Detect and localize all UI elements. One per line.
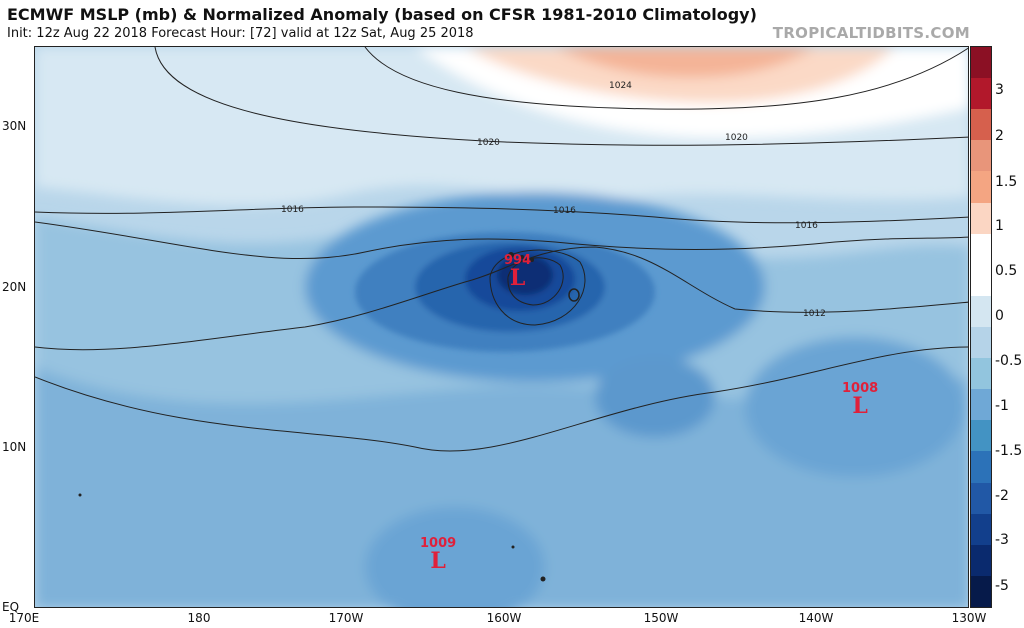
lon-label: 170W [328,611,364,625]
colorbar-tick-label: 1 [995,218,1004,234]
isobar-label: 1016 [553,206,576,216]
colorbar-tick-label: 0.5 [995,263,1018,279]
isobar-label: 1020 [477,138,500,148]
map-panel: 1024 1020 1020 1016 1016 1016 1012 [34,46,969,608]
colorbar-segment [971,420,991,452]
colorbar-tick-label: 3 [995,82,1004,98]
forecast-info: Init: 12z Aug 22 2018 Forecast Hour: [72… [7,26,474,41]
low-pressure-letter: L [430,548,446,574]
positive-anomaly-core [555,47,815,78]
tropical-negative-anomaly [35,367,968,607]
chart-title: ECMWF MSLP (mb) & Normalized Anomaly (ba… [7,5,757,24]
colorbar-segment [971,264,991,296]
colorbar-tick-label: -2 [995,488,1009,504]
mid-negative-patch [595,357,715,437]
low-pressure-center-south: 1009 L [420,536,457,574]
colorbar-tick-label: -1 [995,398,1009,414]
isobar-labels: 1024 1020 1020 1016 1016 1016 1012 [281,81,826,319]
colorbar-tick-label: 0 [995,308,1004,324]
colorbar-segment [971,295,991,327]
low-pressure-center-east: 1008 L [842,381,879,419]
low-pressure-value: 1009 [420,536,457,551]
colorbar-segment [971,358,991,390]
colorbar-segment [971,47,991,79]
lon-label: 150W [643,611,679,625]
anomaly-map: 1024 1020 1020 1016 1016 1016 1012 [35,47,968,607]
lon-label: 160W [486,611,522,625]
low-pressure-letter: L [509,265,526,291]
colorbar-segment [971,233,991,265]
colorbar-tick-label: 2 [995,128,1004,144]
isobar-label: 1020 [725,133,748,143]
lat-label: EQ [2,600,20,614]
lon-label: 170E [8,611,40,625]
colorbar-tick-label: 1.5 [995,174,1018,190]
site-credit: TROPICALTIDBITS.COM [772,24,970,42]
colorbar-tick-label: -3 [995,532,1009,548]
low-pressure-value: 1008 [842,381,879,396]
low-pressure-letter: L [852,393,868,419]
lat-label: 10N [2,440,27,454]
colorbar [970,46,992,608]
isobar-label: 1016 [281,205,304,215]
isobar-lines [35,47,968,452]
low-pressure-value: 994 [504,253,532,268]
colorbar-segment [971,109,991,141]
lon-label: 180 [187,611,211,625]
isobar-label: 1012 [803,309,826,319]
colorbar-segment [971,451,991,483]
colorbar-segment [971,140,991,172]
colorbar-segment [971,78,991,110]
south-low-anomaly [365,507,545,607]
islands [78,252,580,582]
isobar-label: 1016 [795,221,818,231]
colorbar-segment [971,482,991,514]
colorbar-segment [971,575,991,607]
colorbar-tick-label: -5 [995,578,1009,594]
colorbar-tick-label: -1.5 [995,443,1023,459]
lon-label: 140W [798,611,834,625]
colorbar-segment [971,171,991,203]
colorbar-segment [971,513,991,545]
colorbar-segment [971,389,991,421]
lat-label: 20N [2,280,27,294]
low-pressure-center-main: 994 L [504,253,532,291]
colorbar-segment [971,326,991,359]
colorbar-segment [971,544,991,576]
isobar-label: 1024 [609,81,632,91]
colorbar-segment [971,202,991,234]
lat-label: 30N [2,119,27,133]
lon-label: 130W [951,611,987,625]
colorbar-tick-label: -0.5 [995,353,1023,369]
east-low-anomaly [745,337,965,477]
